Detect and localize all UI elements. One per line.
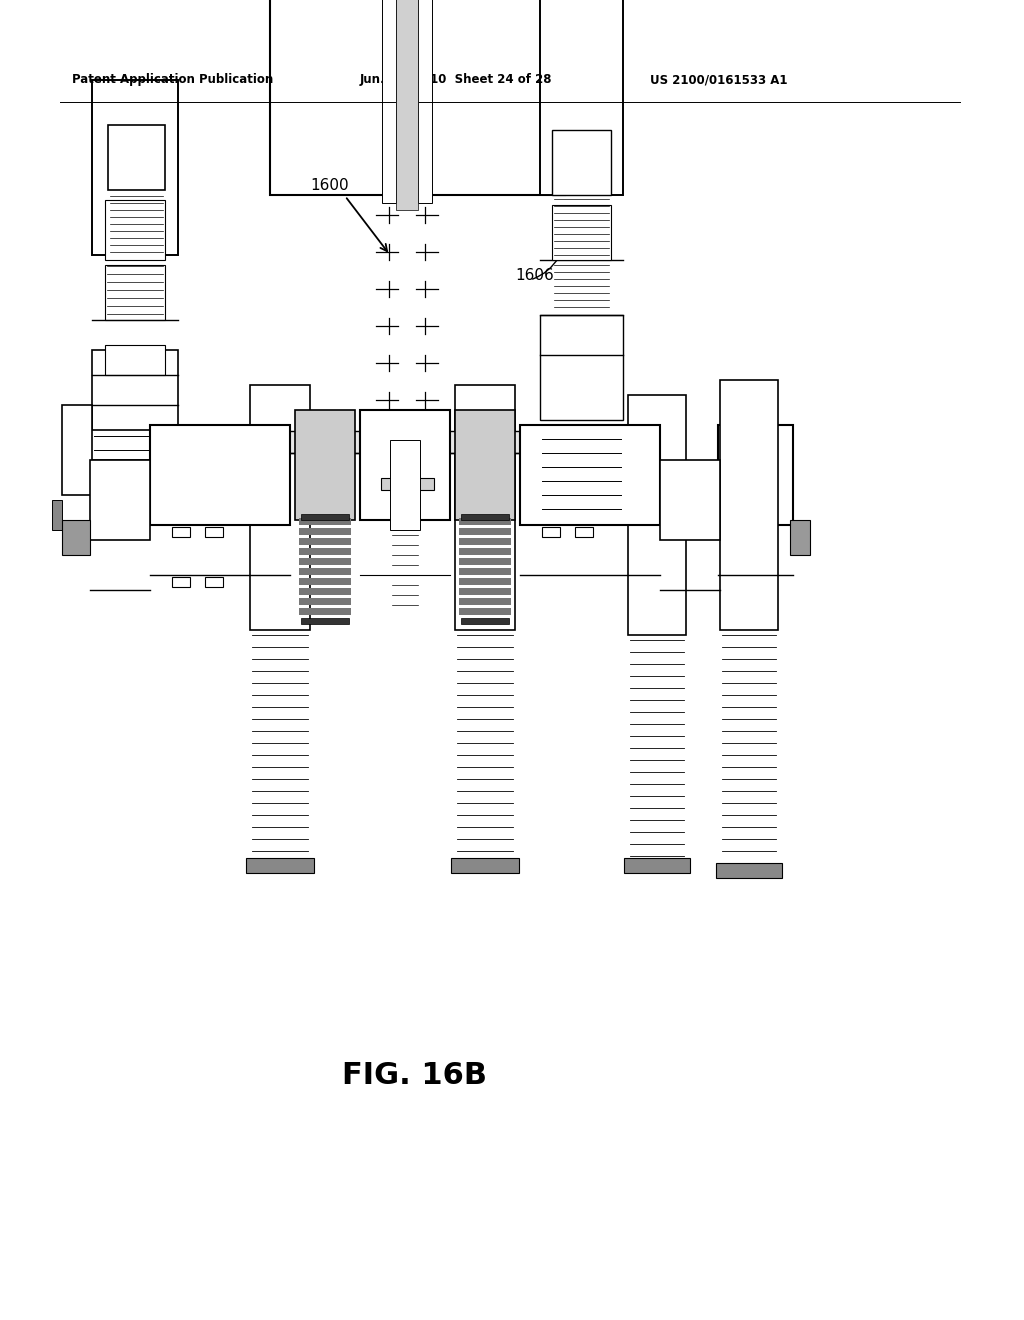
- Bar: [205, 577, 223, 587]
- Bar: [299, 539, 351, 545]
- Bar: [105, 265, 165, 319]
- Bar: [90, 459, 150, 540]
- Bar: [62, 520, 90, 554]
- Bar: [459, 558, 511, 565]
- Bar: [459, 568, 511, 576]
- Bar: [270, 432, 565, 453]
- Bar: [459, 517, 511, 525]
- Bar: [459, 539, 511, 545]
- Bar: [660, 459, 720, 540]
- Bar: [540, 315, 623, 420]
- Bar: [62, 405, 92, 495]
- Bar: [540, 0, 623, 195]
- Bar: [520, 425, 660, 525]
- Bar: [150, 425, 290, 525]
- Bar: [360, 411, 450, 520]
- Bar: [299, 528, 351, 535]
- Bar: [172, 527, 190, 537]
- Text: FIG. 16B: FIG. 16B: [342, 1060, 487, 1089]
- Bar: [455, 411, 515, 520]
- Bar: [299, 609, 351, 615]
- Bar: [455, 385, 515, 630]
- Bar: [575, 527, 593, 537]
- Bar: [92, 459, 178, 510]
- Bar: [299, 558, 351, 565]
- Bar: [299, 598, 351, 605]
- Text: Patent Application Publication: Patent Application Publication: [72, 74, 273, 87]
- Bar: [301, 618, 349, 624]
- Bar: [790, 520, 810, 554]
- Bar: [299, 568, 351, 576]
- Bar: [299, 587, 351, 595]
- Bar: [459, 528, 511, 535]
- Bar: [105, 345, 165, 375]
- Bar: [459, 578, 511, 585]
- Bar: [459, 548, 511, 554]
- Bar: [461, 618, 509, 624]
- Bar: [624, 858, 690, 873]
- Bar: [246, 858, 314, 873]
- Bar: [205, 527, 223, 537]
- Bar: [295, 411, 355, 520]
- Bar: [718, 425, 793, 525]
- Bar: [552, 205, 611, 260]
- Bar: [459, 598, 511, 605]
- Bar: [461, 513, 509, 520]
- Bar: [250, 385, 310, 630]
- Bar: [299, 517, 351, 525]
- Bar: [108, 125, 165, 190]
- Bar: [390, 440, 420, 531]
- Bar: [451, 858, 519, 873]
- Bar: [270, 0, 565, 195]
- Bar: [459, 609, 511, 615]
- Bar: [52, 500, 62, 531]
- Bar: [552, 129, 611, 195]
- Bar: [92, 350, 178, 430]
- Text: Jun. 24, 2010  Sheet 24 of 28: Jun. 24, 2010 Sheet 24 of 28: [360, 74, 553, 87]
- Bar: [628, 395, 686, 635]
- Bar: [105, 201, 165, 260]
- Bar: [385, 414, 430, 470]
- Text: 1606: 1606: [515, 268, 554, 282]
- Bar: [396, 0, 418, 210]
- Bar: [459, 587, 511, 595]
- Bar: [542, 527, 560, 537]
- Bar: [172, 577, 190, 587]
- Bar: [716, 863, 782, 878]
- Bar: [418, 0, 432, 203]
- Bar: [299, 548, 351, 554]
- Bar: [381, 478, 434, 490]
- Text: US 2100/0161533 A1: US 2100/0161533 A1: [650, 74, 787, 87]
- Bar: [720, 380, 778, 630]
- Bar: [299, 578, 351, 585]
- Bar: [382, 0, 396, 203]
- Bar: [92, 81, 178, 255]
- Bar: [301, 513, 349, 520]
- Text: 1600: 1600: [310, 177, 348, 193]
